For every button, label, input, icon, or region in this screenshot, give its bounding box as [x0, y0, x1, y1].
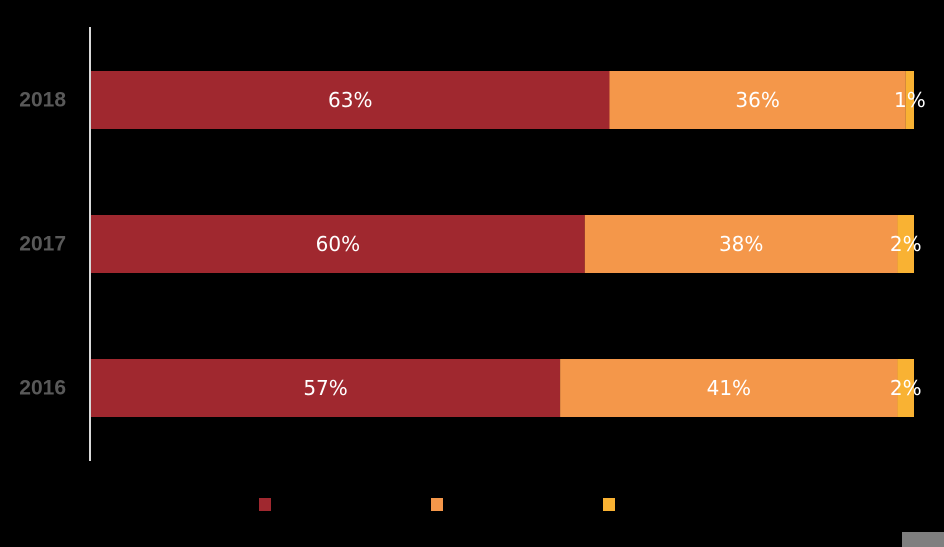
category-label-2016: 2016 [19, 377, 66, 400]
data-label-2018-1: 63% [328, 88, 372, 112]
corner-box [902, 532, 944, 547]
data-label-2018-3: 1% [894, 88, 926, 112]
bar-segment-2018-2 [609, 71, 906, 129]
bar-segment-2016-1 [91, 359, 561, 417]
bar-segment-2018-3 [905, 71, 914, 129]
data-label-2016-3: 2% [890, 376, 922, 400]
bar-segment-2017-1 [91, 215, 585, 273]
legend-swatch-2 [431, 498, 443, 511]
bars-group [91, 71, 914, 417]
legend [259, 498, 615, 511]
legend-swatch-1 [259, 498, 271, 511]
data-label-2018-2: 36% [735, 88, 779, 112]
data-label-2017-1: 60% [316, 232, 360, 256]
category-label-2018: 2018 [19, 89, 66, 112]
bar-segment-2018-1 [91, 71, 610, 129]
category-label-2017: 2017 [19, 233, 66, 256]
bar-segment-2016-2 [560, 359, 898, 417]
data-label-2016-1: 57% [303, 376, 347, 400]
data-label-2017-2: 38% [719, 232, 763, 256]
labels-group: 2018 63% 36% 1% 2017 60% 38% 2% 2016 57% 41% 2% [19, 88, 925, 400]
bar-segment-2017-2 [584, 215, 898, 273]
legend-swatch-3 [603, 498, 615, 511]
bar-segment-2017-3 [897, 215, 914, 273]
data-label-2017-3: 2% [890, 232, 922, 256]
data-label-2016-2: 41% [707, 376, 751, 400]
bar-segment-2016-3 [897, 359, 914, 417]
